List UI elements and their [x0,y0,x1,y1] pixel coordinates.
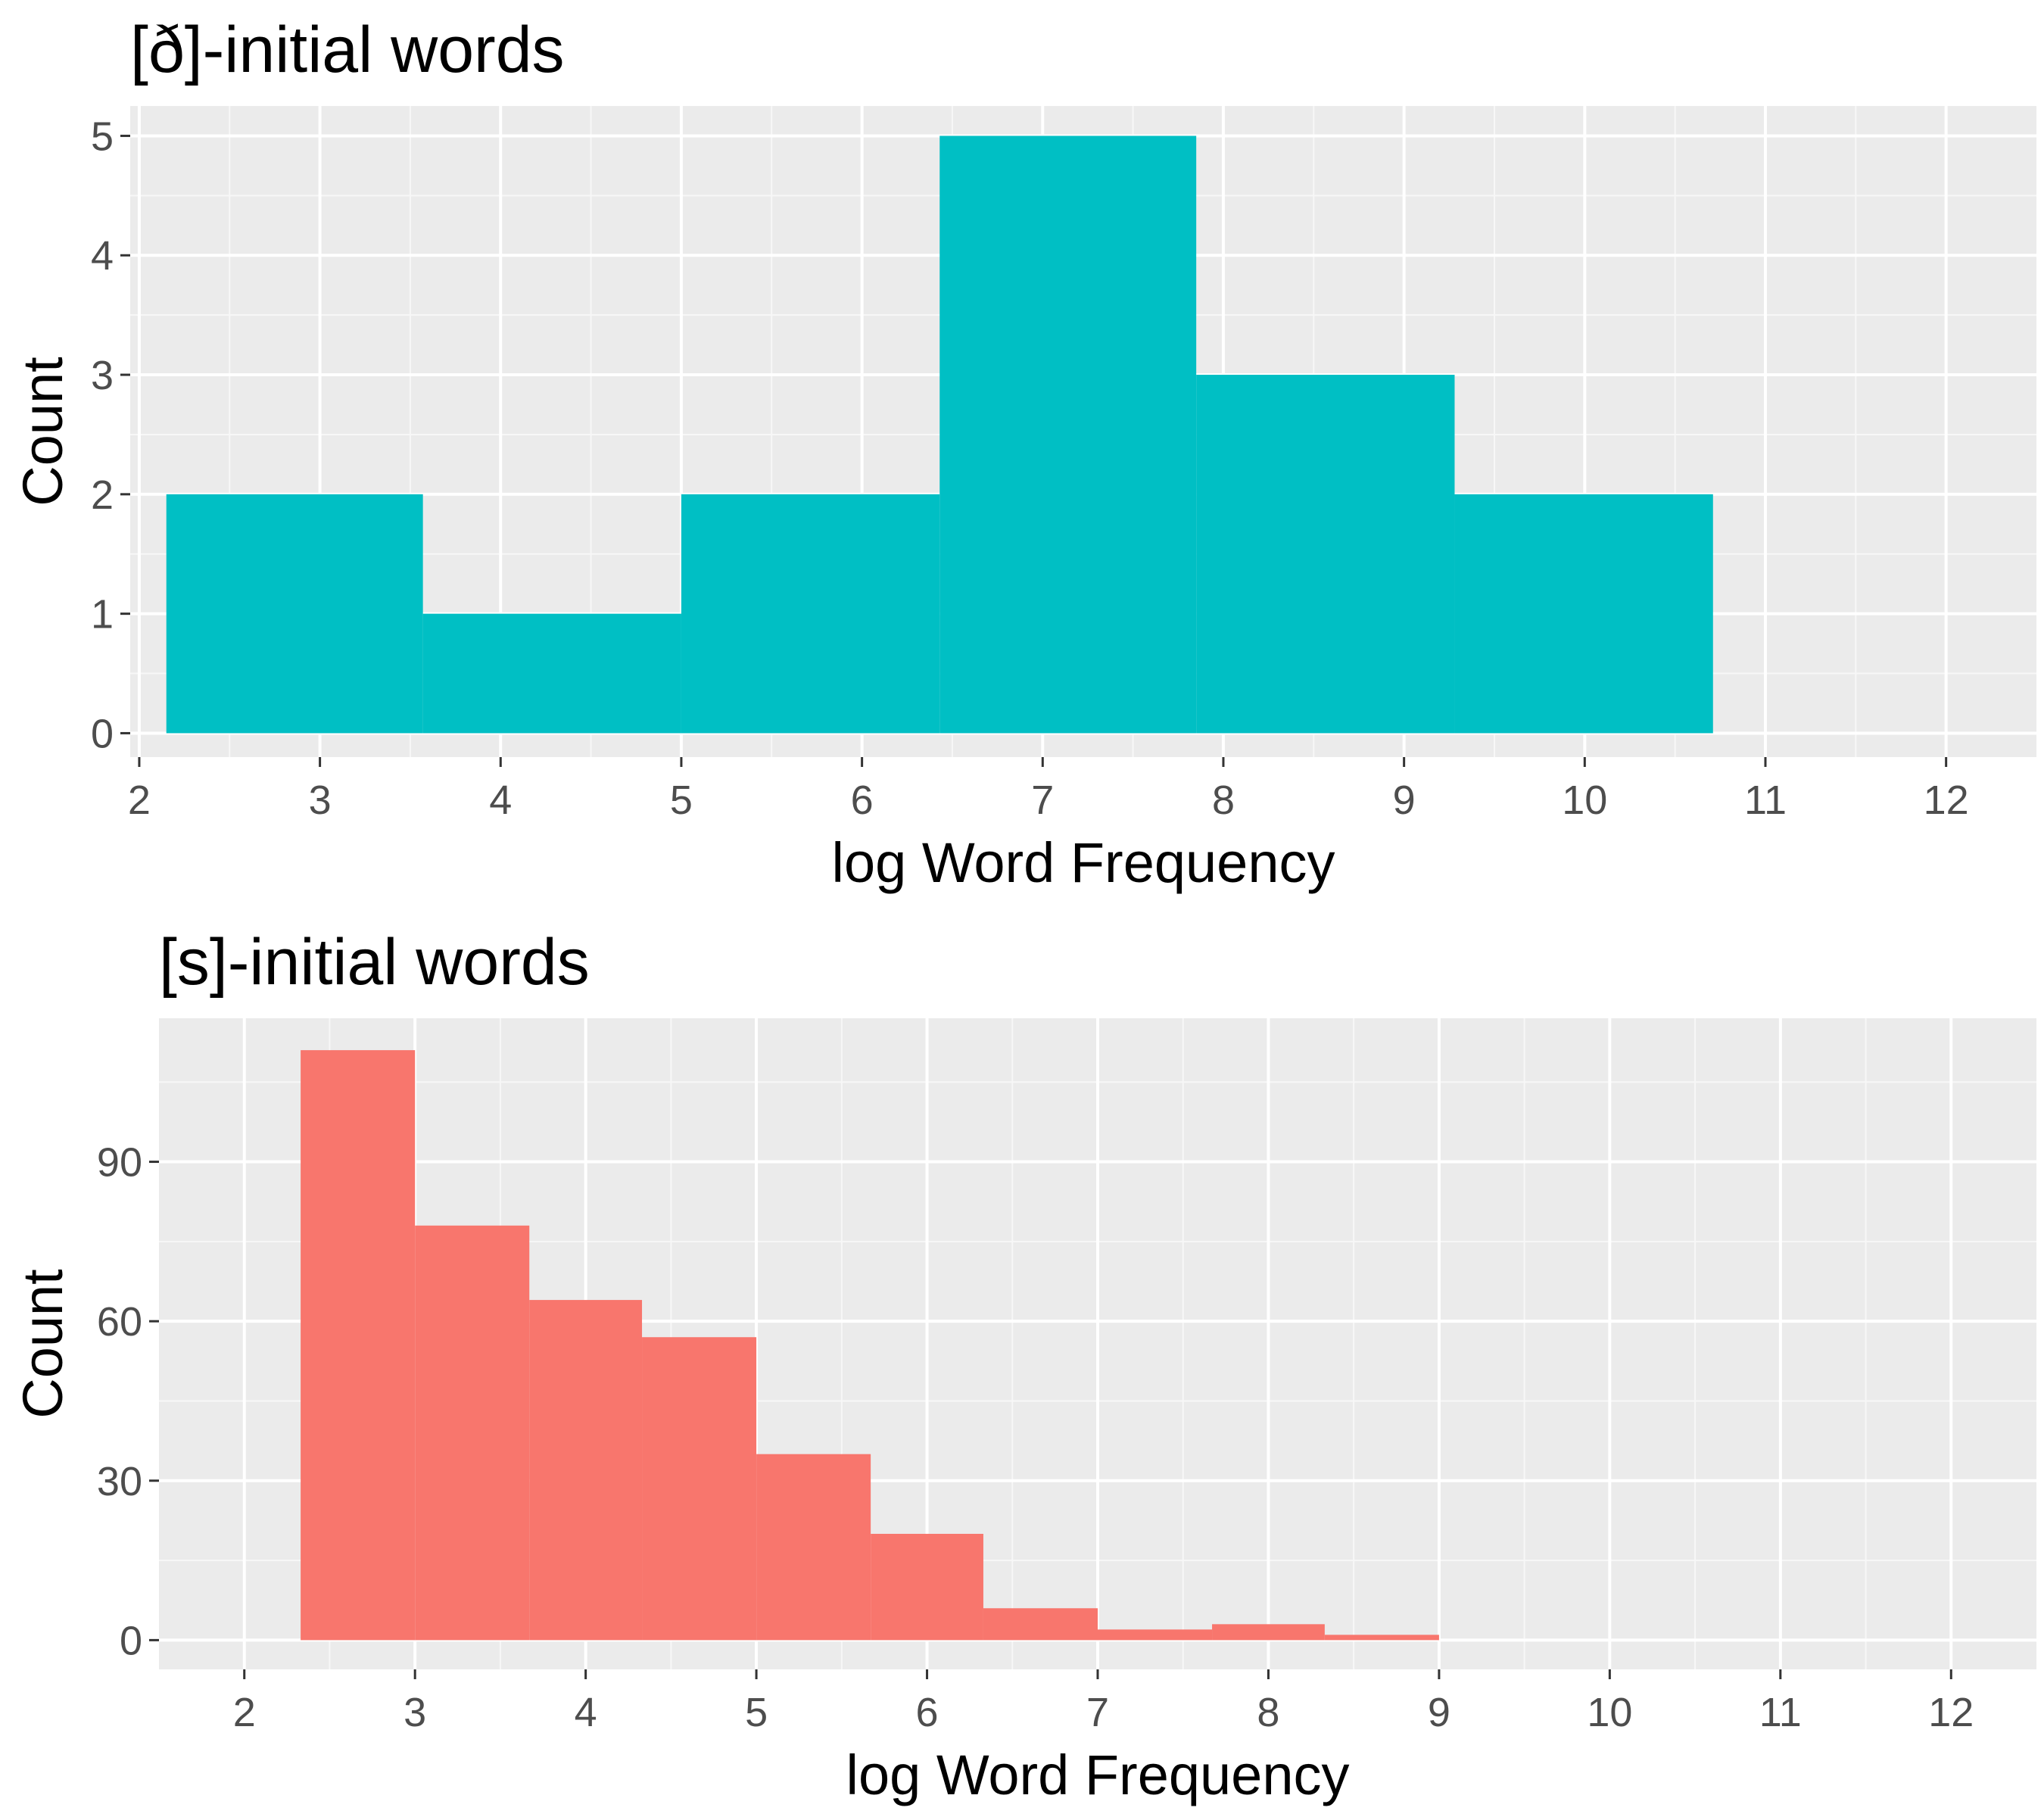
x-tick-label: 11 [1744,778,1787,823]
x-tick-label: 6 [916,1690,939,1735]
y-tick-label: 30 [97,1459,142,1504]
y-tick-label: 4 [91,233,114,279]
y-axis-title: Count [11,1269,74,1419]
x-tick-label: 10 [1587,1690,1632,1735]
histogram-bar [681,494,940,734]
x-tick-label: 3 [404,1690,426,1735]
x-tick-label: 6 [851,778,874,823]
x-axis-title: log Word Frequency [832,831,1335,894]
x-tick-label: 12 [1924,778,1969,823]
x-tick-label: 8 [1212,778,1235,823]
chart-title: [ð]-initial words [130,14,565,86]
histogram-bar [1196,375,1455,734]
y-tick-label: 1 [91,592,114,637]
x-tick-label: 10 [1562,778,1607,823]
x-axis-title: log Word Frequency [846,1744,1350,1806]
x-tick-label: 7 [1031,778,1054,823]
x-tick-label: 7 [1086,1690,1109,1735]
histogram-bar [1098,1629,1213,1641]
y-tick-label: 0 [91,711,114,756]
histogram-bar [415,1225,530,1641]
x-tick-label: 2 [233,1690,256,1735]
histogram-bar [939,136,1197,734]
histogram-bar [871,1533,983,1641]
histogram-bar [1454,494,1713,734]
histogram-bar [756,1454,871,1641]
x-tick-label: 5 [745,1690,768,1735]
histogram-bar [166,494,423,734]
histogram-bar [983,1608,1098,1641]
y-tick-label: 90 [97,1140,142,1186]
x-tick-label: 2 [128,778,151,823]
y-tick-label: 2 [91,472,114,518]
x-tick-label: 12 [1928,1690,1974,1735]
histogram-bar [1324,1635,1439,1641]
x-tick-label: 5 [670,778,693,823]
x-tick-label: 9 [1393,778,1416,823]
histogram-s-initial: 2 3 4 5 6 7 8 9 10 11 12 0 30 60 90 [s]-initial words lo… [11,926,2036,1806]
y-tick-label: 60 [97,1299,142,1345]
chart-title: [s]-initial words [159,926,590,999]
histogram-bar [529,1300,643,1641]
y-tick-label: 0 [120,1618,142,1663]
histogram-bar [642,1337,757,1641]
y-tick-label: 5 [91,114,114,159]
x-tick-label: 11 [1759,1690,1802,1735]
x-tick-label: 4 [489,778,512,823]
x-tick-label: 9 [1428,1690,1450,1735]
y-tick-label: 3 [91,353,114,398]
x-tick-label: 4 [575,1690,597,1735]
y-axis-title: Count [11,357,74,506]
x-tick-label: 3 [309,778,332,823]
histogram-bar [1212,1624,1325,1641]
histogram-bar [422,613,681,734]
x-tick-label: 8 [1257,1690,1279,1735]
histogram-bar [301,1050,416,1641]
